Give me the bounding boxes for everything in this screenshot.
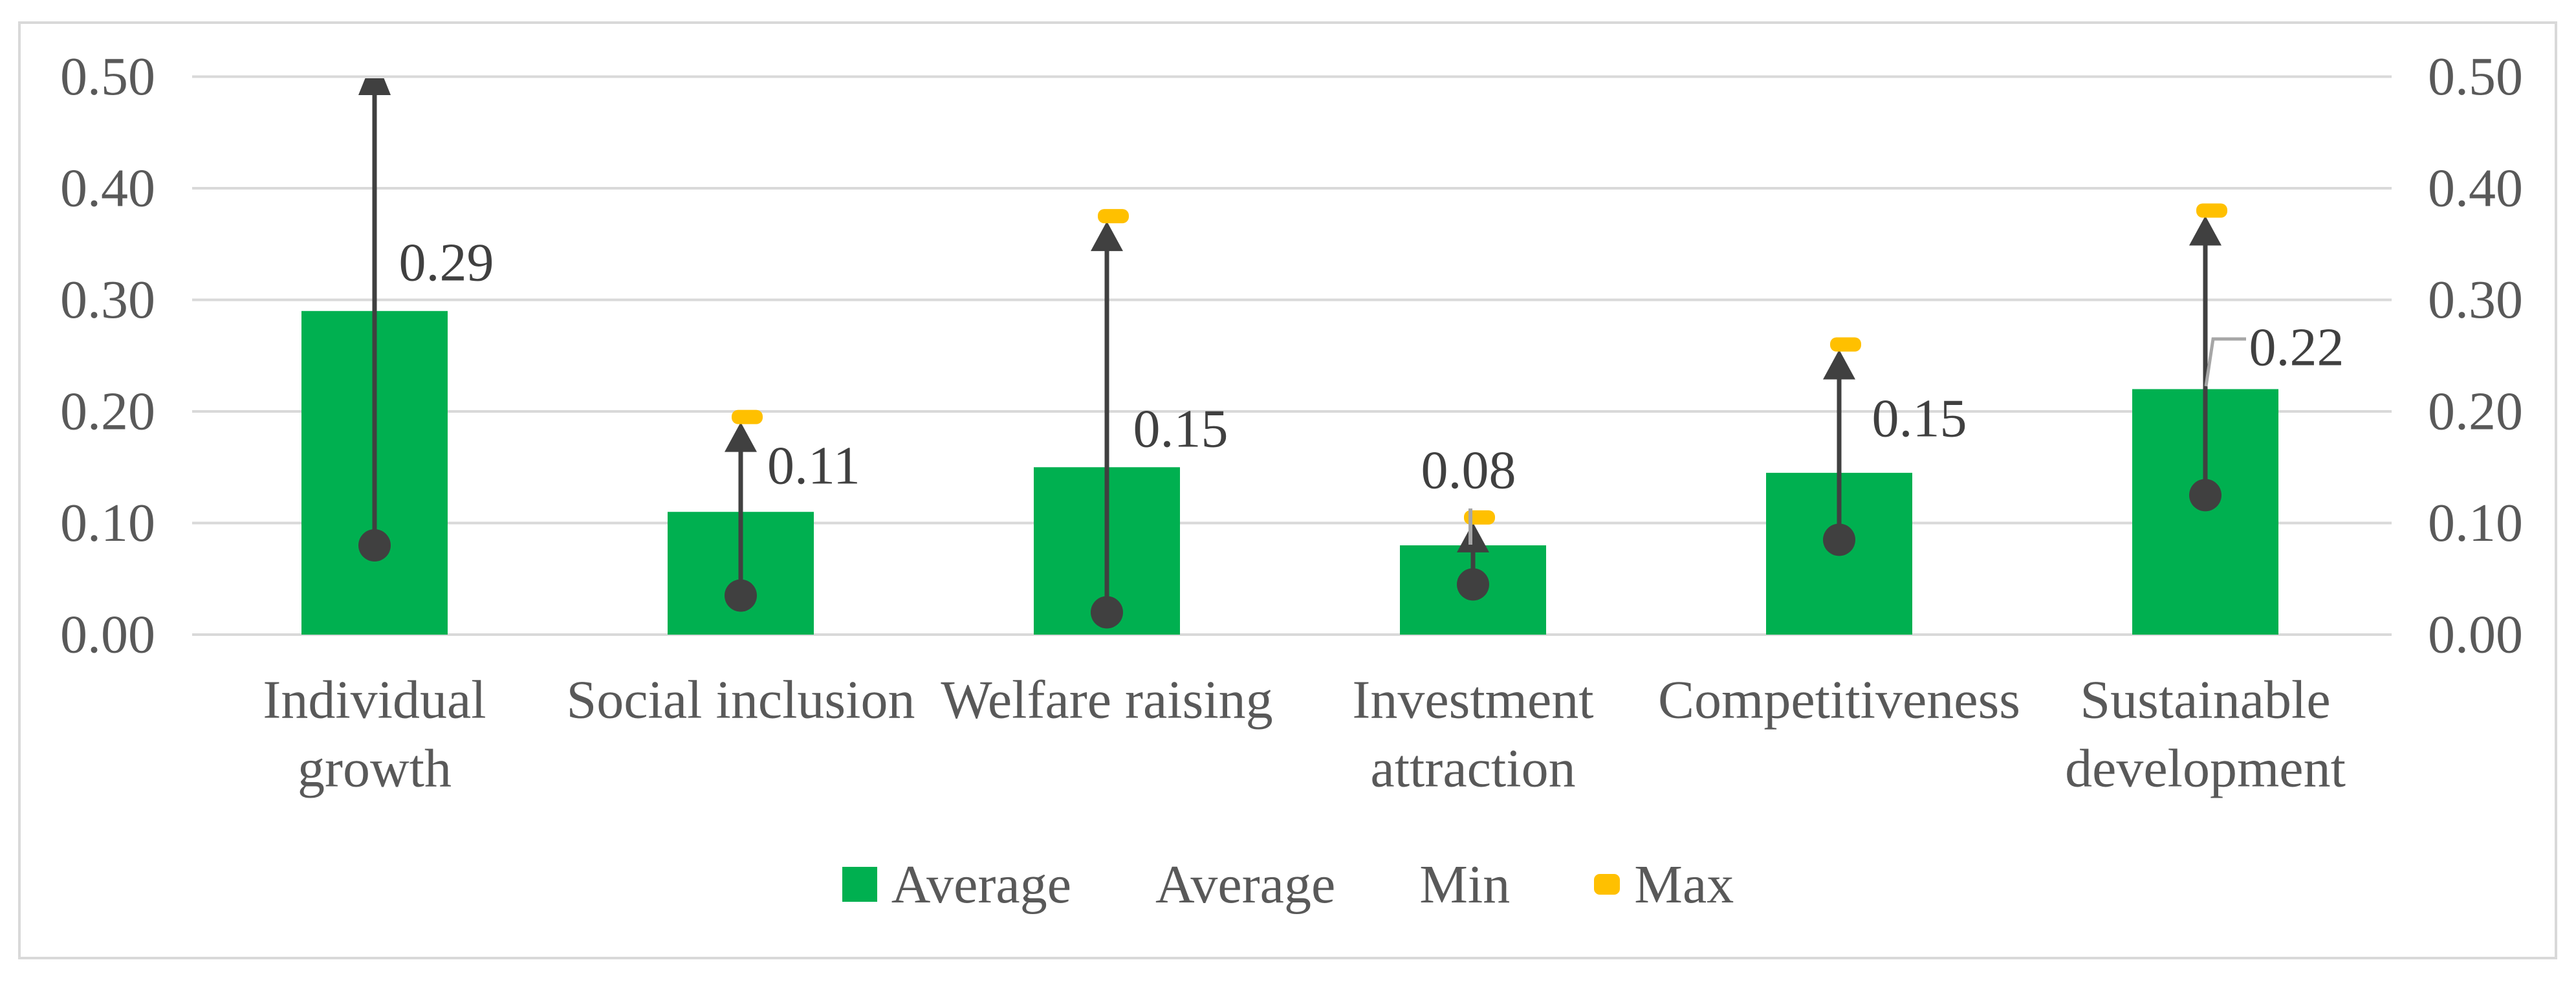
category-label: Sustainable <box>2080 670 2330 730</box>
min-max-arrowhead <box>1457 522 1489 552</box>
y-axis-tick-label-right: 0.20 <box>2428 382 2523 442</box>
legend-item-min: Min <box>1419 853 1510 916</box>
y-axis-tick-label-right: 0.40 <box>2428 158 2523 219</box>
category-label: attraction <box>1370 739 1575 799</box>
category-label: Competitiveness <box>1658 670 2020 730</box>
value-label: 0.15 <box>1872 389 1967 449</box>
max-marker <box>2196 203 2227 218</box>
label-leader-line <box>2204 337 2246 387</box>
legend-label-average-bar: Average <box>891 854 1071 915</box>
y-axis-tick-label-right: 0.30 <box>2428 270 2523 330</box>
legend-label-average-point: Average <box>1155 854 1336 915</box>
y-axis-tick-label-right: 0.00 <box>2428 605 2523 665</box>
min-marker <box>1457 568 1489 601</box>
chart-border <box>18 21 2557 959</box>
min-max-arrowhead <box>1091 221 1123 252</box>
max-marker <box>1830 337 1861 352</box>
category-label: Social inclusion <box>567 670 915 730</box>
y-axis-tick-label-left: 0.30 <box>60 270 155 330</box>
min-marker <box>1091 596 1123 629</box>
max-marker <box>1098 209 1129 224</box>
value-label: 0.22 <box>2249 318 2344 378</box>
y-axis-tick-label-right: 0.50 <box>2428 47 2523 107</box>
y-axis-tick-label-left: 0.10 <box>60 493 155 553</box>
value-label: 0.08 <box>1421 441 1516 501</box>
y-axis-tick-label-left: 0.20 <box>60 382 155 442</box>
category-label: Welfare raising <box>941 670 1272 730</box>
category-label: Individual <box>263 670 486 730</box>
min-marker <box>1823 523 1855 556</box>
y-axis-tick-label-right: 0.10 <box>2428 493 2523 553</box>
min-max-arrowhead <box>2189 215 2221 246</box>
value-label: 0.29 <box>399 233 494 293</box>
legend-item-average-bar: Average <box>842 853 1071 916</box>
y-axis-tick-label-left: 0.00 <box>60 605 155 665</box>
legend-item-average-point: Average <box>1155 853 1335 916</box>
legend-label-max: Max <box>1634 854 1734 915</box>
y-axis-tick-label-left: 0.40 <box>60 158 155 219</box>
min-max-arrowhead-clipped <box>358 78 391 95</box>
category-label: growth <box>298 739 452 799</box>
value-label: 0.15 <box>1133 399 1228 459</box>
legend-green-square-icon <box>842 867 877 902</box>
min-max-arrowhead <box>1823 349 1855 380</box>
legend-item-max: Max <box>1594 853 1734 916</box>
value-label: 0.11 <box>767 436 860 496</box>
min-max-arrowhead <box>725 422 757 452</box>
legend-gold-dash-icon <box>1594 874 1621 895</box>
category-label: Investment <box>1352 670 1593 730</box>
chart-legend: Average Average Min Max <box>0 849 2576 920</box>
min-marker <box>725 579 757 612</box>
min-marker <box>2189 479 2221 512</box>
min-marker <box>358 529 391 562</box>
y-axis-tick-label-left: 0.50 <box>60 47 155 107</box>
category-label: development <box>2065 739 2346 799</box>
legend-label-min: Min <box>1419 854 1511 915</box>
max-marker <box>732 409 763 424</box>
